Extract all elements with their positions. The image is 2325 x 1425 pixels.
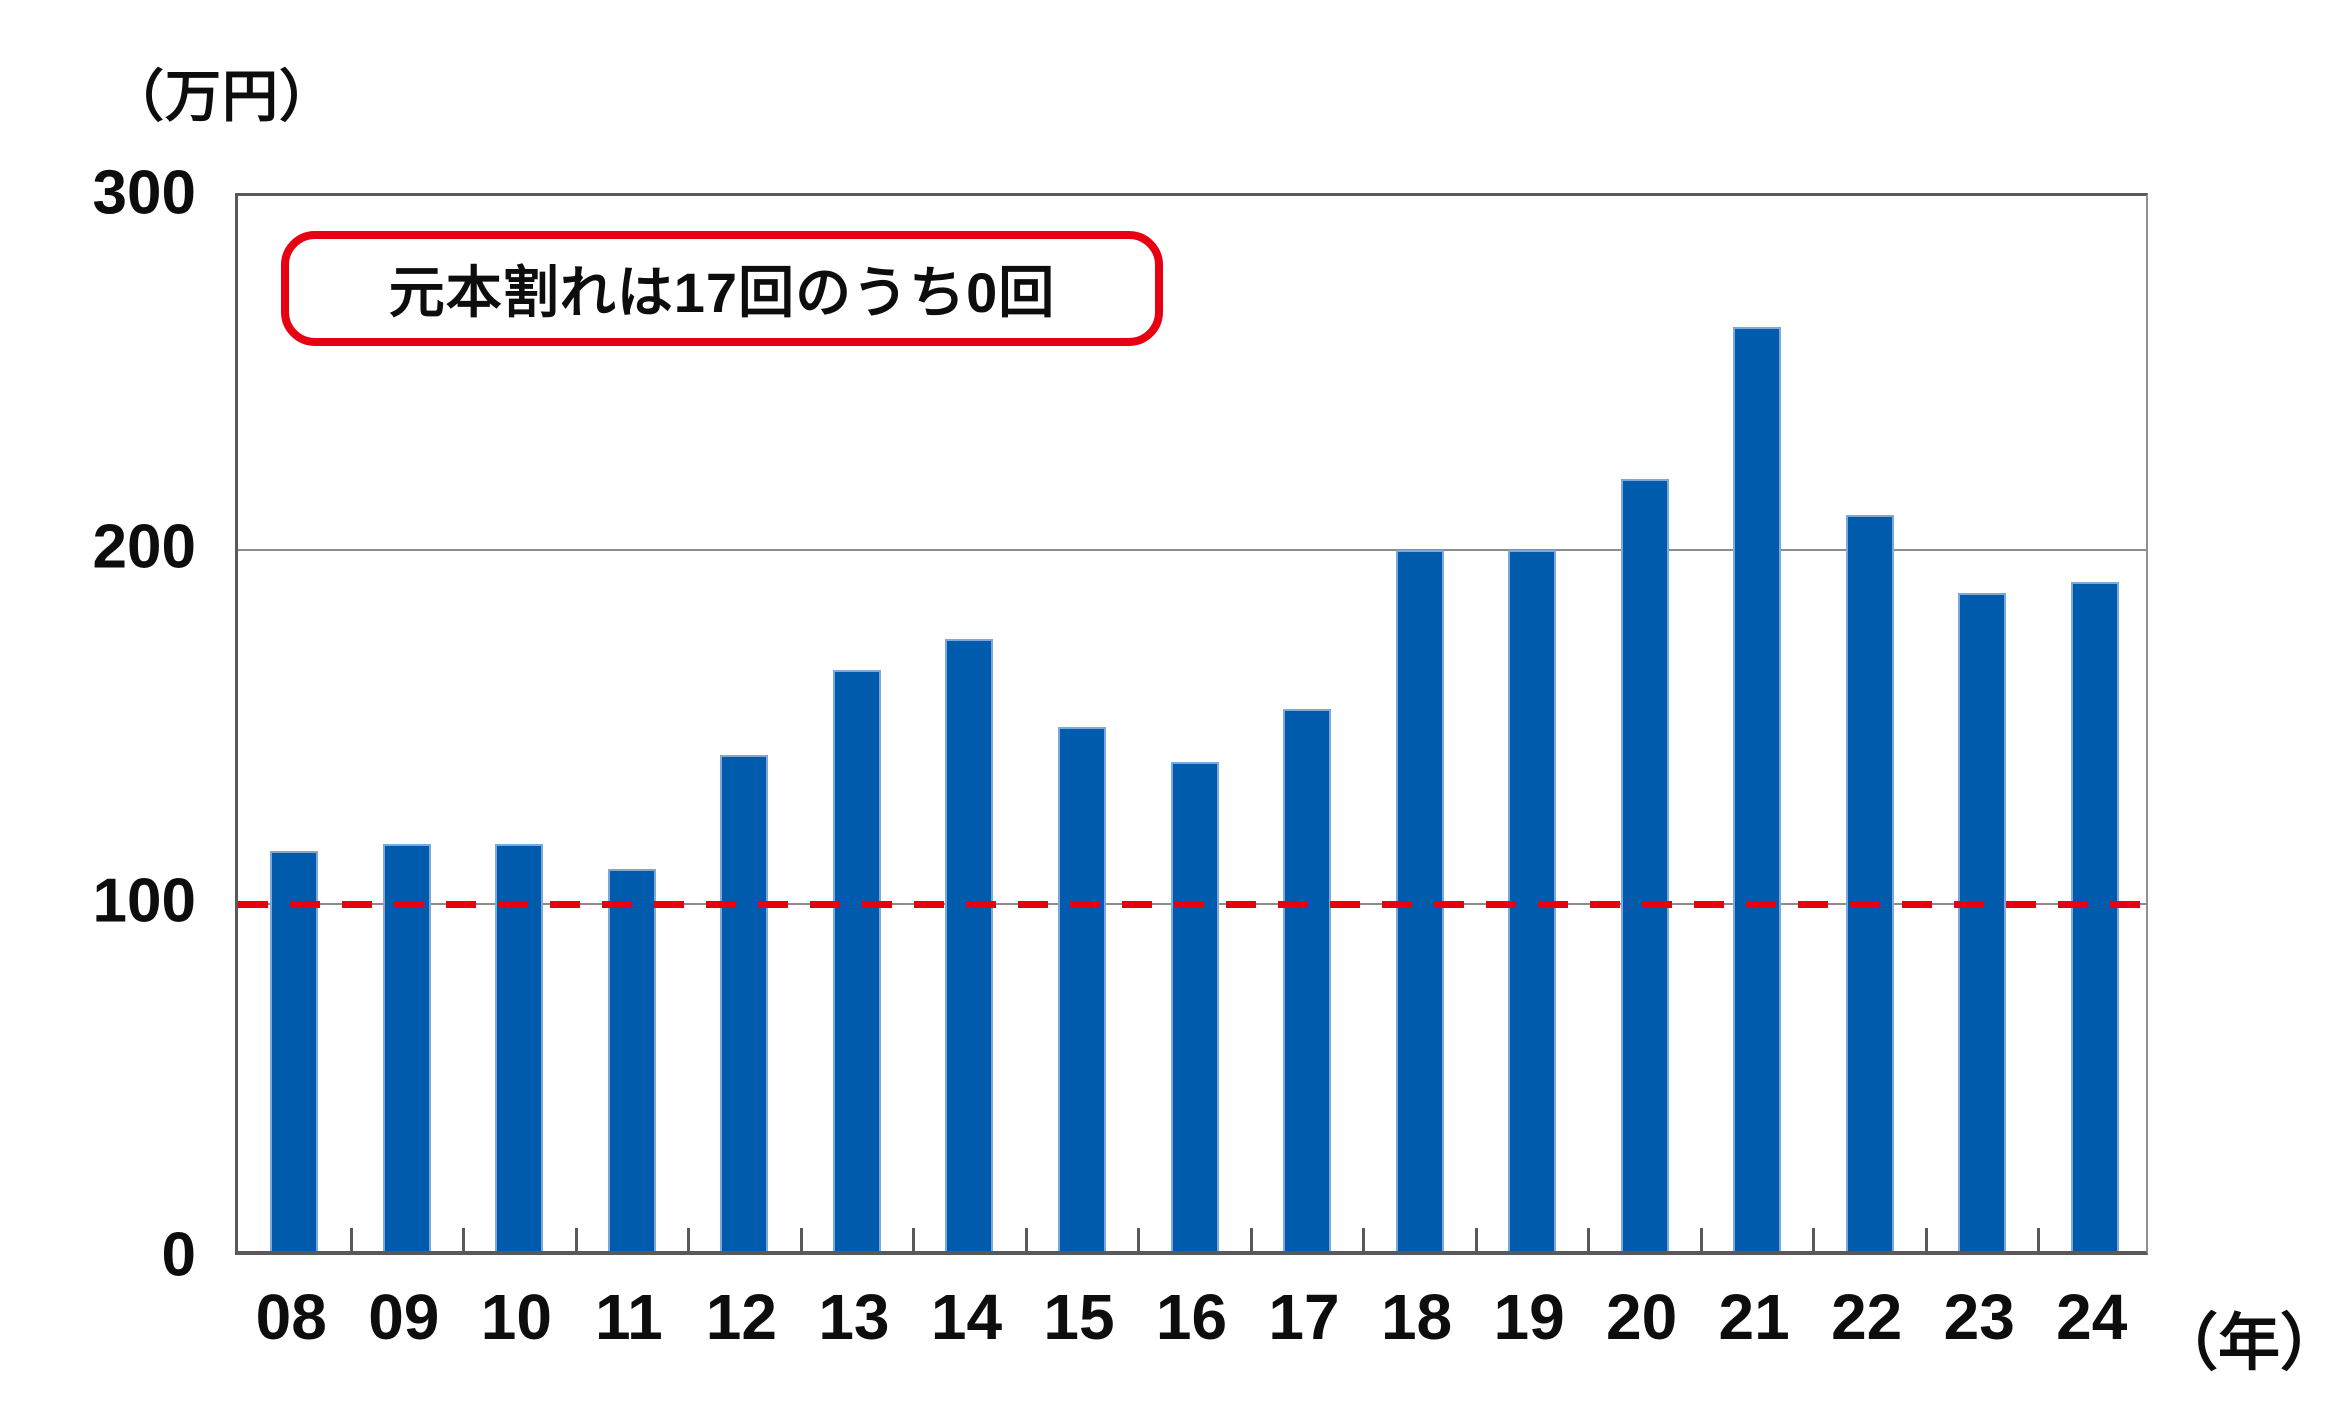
bar-15 (1057, 727, 1106, 1251)
x-axis-boundary-tick (1812, 1228, 1816, 1251)
y-tick-label-200: 200 (92, 512, 196, 582)
x-axis-boundary-tick (1474, 1228, 1478, 1251)
bar-21 (1733, 327, 1782, 1251)
annotation-text: 元本割れは17回のうち0回 (388, 261, 1056, 324)
bar-18 (1395, 550, 1444, 1251)
x-tick-label-18: 18 (1380, 1281, 1453, 1353)
x-axis-boundary-tick (574, 1228, 578, 1251)
x-axis-boundary-tick (1699, 1228, 1703, 1251)
x-axis-boundary-tick (1362, 1228, 1366, 1251)
x-axis-boundary-tick (912, 1228, 916, 1251)
y-tick-label-300: 300 (92, 158, 196, 228)
x-axis-boundary-tick (1024, 1228, 1028, 1251)
x-axis-boundary-tick (349, 1228, 353, 1251)
x-axis-boundary-tick (1587, 1228, 1591, 1251)
x-tick-label-21: 21 (1718, 1281, 1790, 1353)
x-tick-label-23: 23 (1943, 1281, 2015, 1353)
bar-19 (1508, 550, 1557, 1251)
x-tick-label-16: 16 (1155, 1281, 1228, 1353)
x-tick-label-11: 11 (595, 1281, 663, 1353)
y-axis-tick-labels: 0 100 200 300 (0, 159, 196, 1290)
bar-11 (607, 868, 656, 1251)
gridline-200 (238, 549, 2146, 551)
x-tick-label-08: 08 (255, 1281, 327, 1353)
x-tick-label-19: 19 (1493, 1281, 1565, 1353)
x-axis-boundary-tick (1137, 1228, 1141, 1251)
x-axis-boundary-tick (2037, 1228, 2041, 1251)
bar-08 (270, 850, 319, 1251)
x-axis-boundary-tick (462, 1228, 466, 1251)
bar-17 (1283, 709, 1332, 1251)
bar-23 (1958, 592, 2007, 1251)
y-tick-label-0: 0 (161, 1220, 196, 1290)
x-tick-label-22: 22 (1831, 1281, 1903, 1353)
x-tick-label-14: 14 (930, 1281, 1003, 1353)
annotation-box: 元本割れは17回のうち0回 (281, 231, 1163, 346)
bar-09 (382, 843, 431, 1251)
x-axis-tick-labels: 08 09 10 11 12 13 14 15 16 17 18 19 20 21 22 23 24 (235, 1280, 2148, 1380)
bar-16 (1170, 762, 1219, 1251)
x-axis-boundary-tick (799, 1228, 803, 1251)
x-tick-label-17: 17 (1268, 1281, 1340, 1353)
x-tick-label-24: 24 (2056, 1281, 2128, 1353)
bar-20 (1620, 479, 1669, 1251)
x-tick-label-13: 13 (818, 1281, 890, 1353)
x-tick-label-20: 20 (1606, 1281, 1678, 1353)
x-axis-boundary-tick (687, 1228, 691, 1251)
y-axis-unit-label: （万円） (108, 65, 336, 128)
x-tick-label-09: 09 (368, 1281, 440, 1353)
reference-line-100 (238, 901, 2146, 908)
bar-12 (720, 755, 769, 1251)
bar-22 (1845, 514, 1894, 1251)
plot-area: 元本割れは17回のうち0回 (235, 193, 2148, 1255)
x-axis-boundary-tick (1249, 1228, 1253, 1251)
bar-24 (2070, 581, 2119, 1251)
x-tick-label-10: 10 (480, 1281, 552, 1353)
y-tick-label-100: 100 (92, 866, 196, 936)
x-tick-label-15: 15 (1043, 1281, 1115, 1353)
x-tick-label-12: 12 (705, 1281, 777, 1353)
bar-14 (945, 638, 994, 1251)
bar-13 (832, 670, 881, 1251)
bar-10 (495, 843, 544, 1251)
x-axis-unit-label: （年） (2156, 1309, 2325, 1378)
x-axis-boundary-tick (1924, 1228, 1928, 1251)
